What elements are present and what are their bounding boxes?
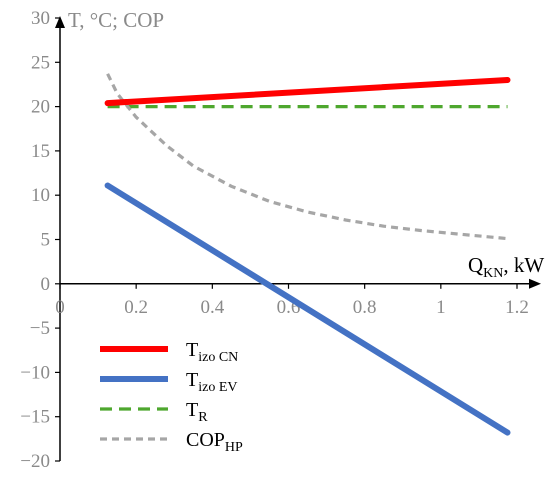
y-tick-label: −15 (20, 407, 50, 428)
y-axis-arrow (55, 16, 65, 28)
legend-label: Tizo EV (186, 369, 237, 395)
x-axis-title-unit: , kW (503, 253, 544, 277)
x-tick-label: 1 (436, 297, 446, 318)
legend-label: Tizo CN (186, 339, 238, 365)
y-tick-label: −5 (30, 318, 50, 339)
legend: Tizo CN Tizo EV TR COPHP (100, 339, 243, 455)
y-tick-label: −20 (20, 451, 50, 472)
series-line-t-izo-ev (104, 182, 511, 436)
x-axis-title: QKN, kW (468, 253, 544, 281)
y-tick-label: 10 (31, 185, 50, 206)
y-tick-label: 20 (31, 97, 50, 118)
x-axis-title-main: Q (468, 253, 483, 277)
x-axis-arrow (529, 278, 541, 289)
x-tick-label: 0.4 (200, 297, 224, 318)
y-tick-label: 5 (41, 230, 51, 251)
legend-label: TR (186, 399, 208, 425)
x-tick-label: 1.2 (505, 297, 529, 318)
y-tick-label: 25 (31, 52, 50, 73)
x-tick-label: 0.8 (353, 297, 377, 318)
legend-label: COPHP (186, 429, 243, 455)
series-line-cop-hp (106, 73, 508, 241)
series-line-t-izo-cn (104, 77, 511, 107)
x-tick-label: 0.2 (124, 297, 148, 318)
y-tick-label: 30 (31, 8, 50, 29)
y-tick-label: 0 (41, 274, 51, 295)
plot-area (104, 73, 511, 436)
x-tick-label: 0 (55, 297, 65, 318)
y-axis-title: T, °C; COP (68, 8, 164, 32)
y-tick-label: −10 (20, 362, 50, 383)
y-tick-label: 15 (31, 141, 50, 162)
x-axis-title-sub: KN (483, 266, 503, 281)
